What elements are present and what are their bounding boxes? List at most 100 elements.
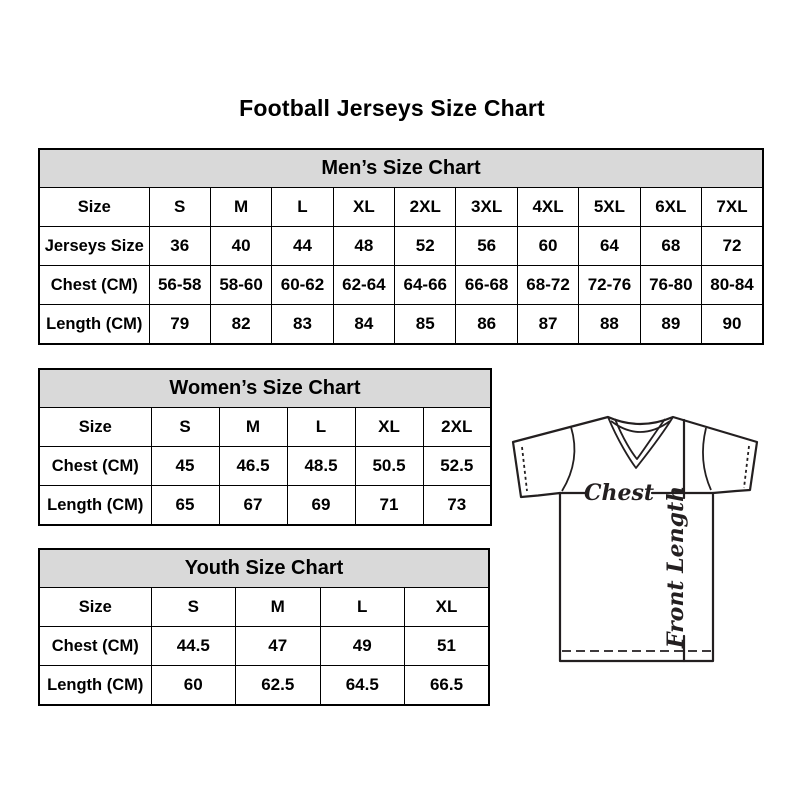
size-cell: 6XL [639, 187, 703, 227]
size-cell: S [150, 407, 220, 447]
chest-cell: 50.5 [354, 446, 424, 486]
youth-chart-title: Youth Size Chart [38, 548, 490, 588]
table-row: Length (CM) 65 67 69 71 73 [38, 485, 492, 526]
table-row: Chest (CM) 45 46.5 48.5 50.5 52.5 [38, 446, 492, 486]
table-row: Length (CM) 60 62.5 64.5 66.5 [38, 665, 490, 706]
jersey-outline-icon [511, 415, 759, 663]
length-cell: 67 [218, 485, 288, 526]
length-cell: 83 [271, 304, 334, 345]
length-cell: 79 [148, 304, 211, 345]
chest-cell: 64-66 [394, 265, 457, 305]
row-label-length: Length (CM) [38, 304, 150, 345]
chest-cell: 62-64 [332, 265, 396, 305]
chest-cell: 76-80 [639, 265, 703, 305]
collar-outer-v [607, 416, 674, 469]
size-cell: L [286, 407, 356, 447]
row-label-jerseys-size: Jerseys Size [38, 226, 150, 266]
chest-cell: 72-76 [578, 265, 641, 305]
row-label-size: Size [38, 407, 152, 447]
length-cell: 86 [455, 304, 518, 345]
chest-cell: 60-62 [271, 265, 334, 305]
jerseys-size-cell: 48 [332, 226, 396, 266]
table-row: Size S M L XL [38, 587, 490, 627]
size-cell: S [150, 587, 236, 627]
chest-cell: 45 [150, 446, 220, 486]
chest-cell: 48.5 [286, 446, 356, 486]
size-cell: 5XL [578, 187, 641, 227]
row-label-chest: Chest (CM) [38, 265, 150, 305]
chest-cell: 68-72 [516, 265, 580, 305]
length-cell: 90 [701, 304, 764, 345]
chest-cell: 49 [319, 626, 405, 666]
size-cell: XL [354, 407, 424, 447]
chest-cell: 80-84 [701, 265, 764, 305]
size-cell: M [218, 407, 288, 447]
jerseys-size-cell: 56 [455, 226, 518, 266]
length-cell: 60 [150, 665, 236, 706]
length-cell: 89 [639, 304, 703, 345]
length-cell: 64.5 [319, 665, 405, 706]
right-cuff-dashed-line [743, 445, 750, 489]
chest-cell: 46.5 [218, 446, 288, 486]
table-row: Size S M L XL 2XL 3XL 4XL 5XL 6XL 7XL [38, 187, 764, 227]
size-cell: 4XL [516, 187, 580, 227]
row-label-length: Length (CM) [38, 485, 152, 526]
chest-cell: 56-58 [148, 265, 211, 305]
chest-cell: 52.5 [422, 446, 492, 486]
jerseys-size-cell: 52 [394, 226, 457, 266]
right-sleeve-seam [702, 427, 712, 491]
size-cell: 2XL [422, 407, 492, 447]
jerseys-size-cell: 40 [209, 226, 273, 266]
chest-cell: 44.5 [150, 626, 236, 666]
jersey-measurement-diagram: Chest Front Length [500, 398, 772, 670]
size-cell: M [235, 587, 321, 627]
collar-inner-v [614, 418, 666, 460]
chest-label: Chest [584, 480, 654, 506]
row-label-chest: Chest (CM) [38, 626, 152, 666]
front-length-label: Front Length [663, 486, 689, 649]
size-cell: 3XL [455, 187, 518, 227]
size-cell: 2XL [394, 187, 457, 227]
jerseys-size-cell: 44 [271, 226, 334, 266]
table-row: Jerseys Size 36 40 44 48 52 56 60 64 68 … [38, 226, 764, 266]
chest-cell: 47 [235, 626, 321, 666]
length-cell: 73 [422, 485, 492, 526]
length-cell: 69 [286, 485, 356, 526]
left-cuff-dashed-line [521, 446, 528, 492]
size-cell: 7XL [701, 187, 764, 227]
jerseys-size-cell: 72 [701, 226, 764, 266]
womens-chart-title: Women’s Size Chart [38, 368, 492, 408]
table-row: Chest (CM) 56-58 58-60 60-62 62-64 64-66… [38, 265, 764, 305]
row-label-size: Size [38, 587, 152, 627]
size-cell: XL [332, 187, 396, 227]
size-cell: M [209, 187, 273, 227]
row-label-length: Length (CM) [38, 665, 152, 706]
chest-cell: 58-60 [209, 265, 273, 305]
length-cell: 84 [332, 304, 396, 345]
jerseys-size-cell: 60 [516, 226, 580, 266]
table-row: Length (CM) 79 82 83 84 85 86 87 88 89 9… [38, 304, 764, 345]
length-cell: 65 [150, 485, 220, 526]
youth-size-chart-table: Youth Size Chart Size S M L XL Chest (CM… [38, 548, 490, 706]
jerseys-size-cell: 64 [578, 226, 641, 266]
length-cell: 87 [516, 304, 580, 345]
jerseys-size-cell: 68 [639, 226, 703, 266]
row-label-chest: Chest (CM) [38, 446, 152, 486]
left-sleeve-seam [561, 426, 576, 492]
length-cell: 66.5 [404, 665, 490, 706]
length-cell: 71 [354, 485, 424, 526]
length-cell: 62.5 [235, 665, 321, 706]
length-cell: 82 [209, 304, 273, 345]
table-row: Size S M L XL 2XL [38, 407, 492, 447]
chest-cell: 51 [404, 626, 490, 666]
womens-size-chart-table: Women’s Size Chart Size S M L XL 2XL Che… [38, 368, 492, 526]
page-title: Football Jerseys Size Chart [239, 95, 545, 121]
mens-chart-title: Men’s Size Chart [38, 148, 764, 188]
length-cell: 88 [578, 304, 641, 345]
size-cell: S [148, 187, 211, 227]
size-cell: L [319, 587, 405, 627]
table-row: Chest (CM) 44.5 47 49 51 [38, 626, 490, 666]
jerseys-size-cell: 36 [148, 226, 211, 266]
chest-cell: 66-68 [455, 265, 518, 305]
